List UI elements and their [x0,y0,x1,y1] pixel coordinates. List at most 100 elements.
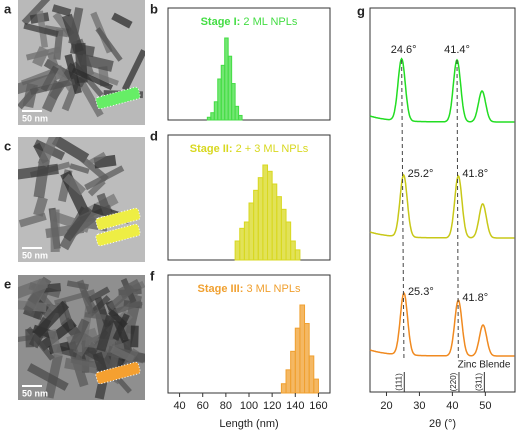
nanoplatelet [29,78,76,95]
panel-letter: g [357,3,365,18]
histogram-bar [304,323,310,394]
stage-label: Stage III: [198,283,244,295]
tem-image [18,275,145,400]
nanoplatelet [95,27,123,62]
histogram-title: Stage III: 3 ML NPLs [198,283,301,295]
tem-content [18,0,145,125]
scale-bar-label: 50 nm [22,250,48,260]
histogram-bar [239,227,245,261]
histogram-bar [294,327,301,394]
x-tick-label: 140 [286,400,304,412]
reference-label: (311) [474,373,483,391]
panel-letter: f [150,268,155,283]
nanoplatelet [18,72,58,95]
histogram-bar [271,183,278,261]
nanoplatelet [75,75,104,118]
histogram-bar [276,196,282,261]
histogram-bar [285,369,292,394]
histogram-bar [206,116,212,121]
plot-frame [167,7,331,121]
tem-image [18,0,145,125]
x-tick-label: 30 [413,400,425,412]
nanoplatelet [78,154,109,182]
plot-frame [369,7,516,393]
xrd-curve [369,173,515,239]
nanoplatelet [111,12,133,29]
nanoplatelet [51,4,72,17]
nanoplatelet [110,345,135,363]
stage-title: 3 ML NPLs [246,283,301,295]
histogram-bar [227,55,233,121]
histogram-bar [217,78,222,121]
model-platelet [95,361,141,385]
peak-label: 25.2° [408,168,434,180]
nanoplatelet [112,313,130,341]
tem-content [18,275,145,400]
nanoplatelet [18,163,59,180]
tem-content [18,137,145,262]
x-tick-label: 40 [173,400,185,412]
nanoplatelet [33,196,48,217]
nanoplatelet [21,0,51,26]
x-tick-label: 80 [220,400,232,412]
nanoplatelet [108,309,128,328]
nanoplatelet [27,363,69,391]
histogram-bar [238,114,243,121]
x-tick-label: 120 [263,400,281,412]
nanoplatelet [63,205,93,242]
scale-bar-label: 50 nm [22,113,48,123]
histogram-bar [213,101,219,121]
nanoplatelet [67,318,90,352]
histogram-bar [243,221,250,261]
x-tick-label: 50 [479,400,491,412]
histogram-bar [262,164,269,261]
reference-label: (111) [394,373,403,391]
histogram-bar [308,355,315,394]
peak-guide [456,59,459,361]
nanoplatelet [69,163,90,174]
histogram-bar [248,202,255,261]
peak-label: 41.4° [444,44,470,56]
peak-guide [401,59,405,361]
nanoplatelet [77,279,95,315]
histogram-bar [313,378,319,394]
histogram-bar [290,240,296,261]
panel-letter: e [4,276,11,291]
peak-label: 41.8° [462,292,488,304]
nanoplatelet [33,300,70,339]
nanoplatelet [87,178,106,197]
histogram-bar [224,37,229,121]
histogram-bar [267,170,273,261]
nanoplatelet [23,22,59,38]
peak-label: 24.6° [391,44,417,56]
nanoplatelet [47,328,63,358]
nanoplatelet [92,351,108,372]
histogram-bar [290,350,296,394]
nanoplatelet [130,325,139,348]
histogram-bar [257,177,264,261]
xrd-curve [369,292,515,357]
xrd-curve [369,57,515,123]
nanoplatelet [64,357,110,376]
histogram-title: Stage II: 2 + 3 ML NPLs [190,143,309,155]
nanoplatelet [32,46,50,67]
histogram-bar [253,189,259,261]
model-platelet [95,223,141,247]
peak-label: 41.8° [462,168,488,180]
nanoplatelet [96,314,116,352]
histogram-bar [231,83,236,121]
stage-label: Stage II: [190,143,233,155]
stage-title: 2 + 3 ML NPLs [236,143,309,155]
nanoplatelet [87,69,119,86]
histogram-bar [299,304,306,394]
nanoplatelet [50,209,60,252]
x-tick-label: 60 [197,400,209,412]
reference-label: (220) [449,372,458,391]
histogram-bar [234,105,240,121]
nanoplatelet [80,53,114,72]
x-tick-label: 40 [446,400,458,412]
nanoplatelet [62,173,86,196]
x-axis-label: Length (nm) [219,418,278,430]
histogram-bar [294,249,301,261]
